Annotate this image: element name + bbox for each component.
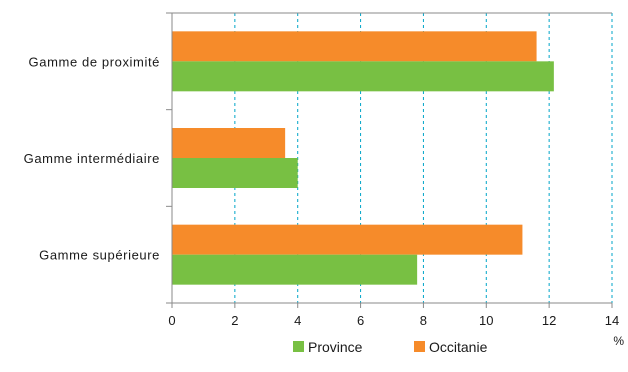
legend: Province Occitanie	[293, 339, 488, 355]
axes: % 0 2 4 6 8 10 12 14	[166, 12, 624, 348]
legend-label: Occitanie	[429, 339, 488, 355]
x-tick-label: 4	[294, 313, 301, 328]
category-label: Gamme intermédiaire	[24, 151, 160, 166]
bar-occitanie	[172, 31, 537, 62]
x-unit-label: %	[613, 334, 624, 348]
x-tick-label: 6	[357, 313, 364, 328]
x-tick-label: 8	[420, 313, 427, 328]
category-label: Gamme supérieure	[39, 248, 160, 263]
x-tick-label: 12	[542, 313, 556, 328]
bar-province	[172, 254, 418, 285]
x-tick-label: 0	[168, 313, 175, 328]
category-label: Gamme de proximité	[29, 54, 160, 69]
category-labels: Gamme de proximité Gamme intermédiaire Gam…	[24, 54, 160, 262]
legend-swatch	[414, 341, 425, 352]
x-tick-label: 14	[605, 313, 619, 328]
bar-province	[172, 61, 554, 92]
bar-occitanie	[172, 224, 523, 255]
bar-province	[172, 158, 298, 188]
bars	[172, 31, 554, 285]
x-tick-label: 10	[479, 313, 493, 328]
x-tick-label: 2	[231, 313, 238, 328]
legend-swatch	[293, 341, 304, 352]
legend-label: Province	[308, 339, 363, 355]
bar-occitanie	[172, 128, 286, 158]
